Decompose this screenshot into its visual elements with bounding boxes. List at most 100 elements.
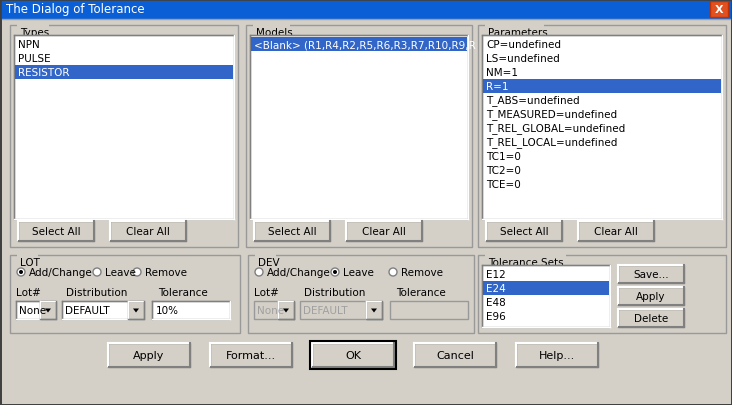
Bar (483, 281, 609, 295)
Text: Select All: Select All (31, 226, 81, 237)
Text: Types: Types (20, 28, 49, 38)
Bar (10, 26, 238, 247)
Circle shape (93, 269, 101, 276)
Bar (414, 343, 496, 367)
Bar (312, 343, 394, 367)
Text: Add/Change: Add/Change (267, 267, 331, 277)
Text: CP=undefined: CP=undefined (486, 40, 561, 50)
Bar (483, 80, 721, 94)
Text: LOT: LOT (20, 257, 40, 267)
Bar (10, 256, 240, 333)
Text: X: X (714, 5, 723, 15)
Text: None: None (19, 305, 46, 315)
Bar (110, 222, 186, 241)
Text: Distribution: Distribution (66, 287, 127, 297)
Text: Apply: Apply (133, 350, 165, 360)
Text: Leave: Leave (343, 267, 374, 277)
Bar (618, 309, 684, 327)
Bar (618, 287, 684, 305)
Bar (15, 66, 233, 80)
Text: 10%: 10% (156, 305, 179, 315)
Bar (618, 265, 684, 284)
Bar (18, 222, 94, 241)
Bar (516, 343, 598, 367)
Text: Leave: Leave (105, 267, 136, 277)
Text: <Blank> (R1,R4,R2,R5,R6,R3,R7,R10,R9,R: <Blank> (R1,R4,R2,R5,R6,R3,R7,R10,R9,R (254, 40, 476, 50)
Text: Cancel: Cancel (436, 350, 474, 360)
Bar (253, 21, 290, 31)
Text: Lot#: Lot# (16, 287, 41, 297)
Text: R=1: R=1 (486, 82, 509, 92)
Circle shape (19, 270, 23, 274)
Text: The Dialog of Tolerance: The Dialog of Tolerance (6, 4, 145, 17)
Text: DEFAULT: DEFAULT (65, 305, 110, 315)
Text: Select All: Select All (268, 226, 316, 237)
Text: Clear All: Clear All (362, 226, 406, 237)
Bar (40, 301, 56, 319)
Bar (310, 341, 396, 369)
Text: Help...: Help... (539, 350, 575, 360)
Bar (278, 301, 294, 319)
Bar (210, 343, 292, 367)
Bar (255, 250, 275, 260)
Bar (710, 2, 728, 18)
Bar (485, 21, 544, 31)
Text: Delete: Delete (634, 313, 668, 323)
Text: Tolerance: Tolerance (396, 287, 446, 297)
Text: E48: E48 (486, 297, 506, 307)
Text: Tolerance Sets: Tolerance Sets (488, 257, 564, 267)
Bar (246, 26, 472, 247)
Text: LS=undefined: LS=undefined (486, 54, 560, 64)
Bar (478, 256, 726, 333)
Text: NPN: NPN (18, 40, 40, 50)
Text: Parameters: Parameters (488, 28, 548, 38)
Bar (254, 222, 330, 241)
Bar (248, 256, 474, 333)
Bar (578, 222, 654, 241)
Text: T_MEASURED=undefined: T_MEASURED=undefined (486, 109, 617, 120)
Bar (482, 36, 722, 220)
Bar (108, 343, 190, 367)
Text: T_REL_GLOBAL=undefined: T_REL_GLOBAL=undefined (486, 123, 625, 134)
Text: Remove: Remove (145, 267, 187, 277)
Bar (0, 0, 732, 20)
Bar (478, 26, 726, 247)
Text: RESISTOR: RESISTOR (18, 68, 70, 78)
Circle shape (389, 269, 397, 276)
Text: TC1=0: TC1=0 (486, 151, 521, 162)
Bar (16, 301, 56, 319)
Bar (486, 222, 562, 241)
Circle shape (255, 269, 263, 276)
Bar (128, 301, 144, 319)
Text: T_ABS=undefined: T_ABS=undefined (486, 95, 580, 106)
Text: OK: OK (345, 350, 361, 360)
Text: Select All: Select All (500, 226, 548, 237)
Text: E96: E96 (486, 311, 506, 321)
Bar (390, 301, 468, 319)
Bar (251, 38, 467, 52)
Bar (62, 301, 144, 319)
Polygon shape (133, 309, 139, 313)
Text: Save...: Save... (633, 269, 669, 279)
Text: DEFAULT: DEFAULT (303, 305, 348, 315)
Bar (17, 250, 37, 260)
Polygon shape (283, 309, 289, 313)
Text: Clear All: Clear All (594, 226, 638, 237)
Text: TCE=0: TCE=0 (486, 179, 520, 190)
Circle shape (331, 269, 339, 276)
Text: Add/Change: Add/Change (29, 267, 93, 277)
Text: Apply: Apply (636, 291, 665, 301)
Text: DEV: DEV (258, 257, 280, 267)
Bar (17, 21, 48, 31)
Bar (300, 301, 382, 319)
Bar (14, 36, 234, 220)
Polygon shape (371, 309, 377, 313)
Bar (482, 265, 610, 327)
Circle shape (333, 270, 337, 274)
Text: Tolerance: Tolerance (158, 287, 208, 297)
Circle shape (17, 269, 25, 276)
Text: Lot#: Lot# (254, 287, 279, 297)
Bar (152, 301, 230, 319)
Text: Format...: Format... (226, 350, 276, 360)
Text: T_REL_LOCAL=undefined: T_REL_LOCAL=undefined (486, 137, 617, 148)
